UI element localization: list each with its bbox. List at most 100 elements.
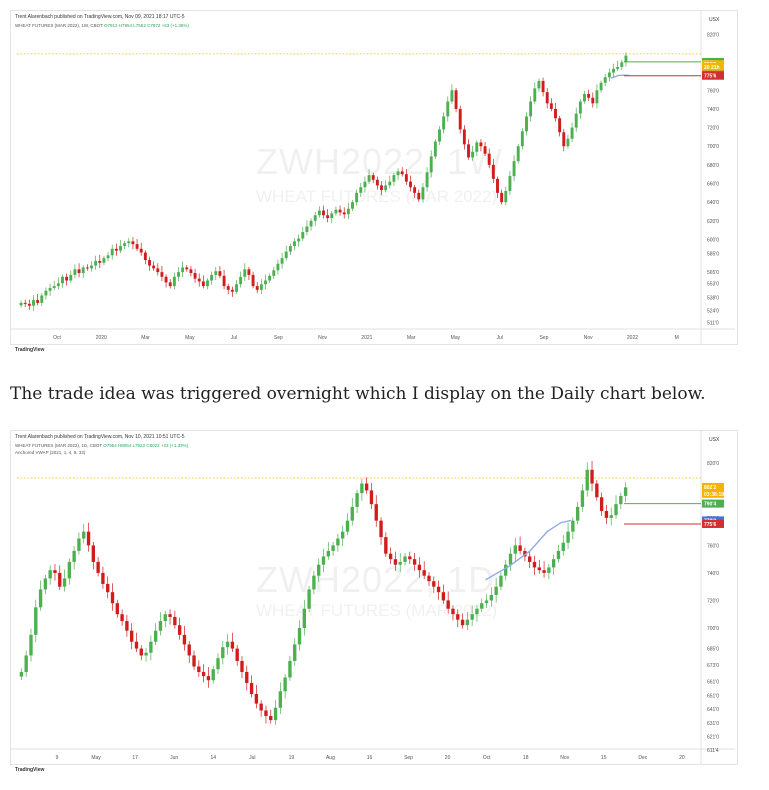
candle-body bbox=[125, 621, 129, 631]
candle-body bbox=[330, 213, 334, 219]
candle-body bbox=[307, 589, 311, 609]
candle-body bbox=[214, 271, 218, 275]
candle-body bbox=[380, 185, 383, 191]
x-tick-label: 16 bbox=[367, 755, 373, 761]
candle-body bbox=[158, 621, 163, 631]
candle-body bbox=[172, 276, 176, 287]
candle-body bbox=[264, 280, 267, 285]
candle-body bbox=[571, 520, 575, 532]
candle-body bbox=[421, 187, 425, 200]
weekly-chart-plot: USX820'0790'0760'0740'0720'0700'0680'066… bbox=[11, 11, 735, 344]
candle-body bbox=[590, 469, 594, 484]
candle-body bbox=[106, 583, 110, 593]
watermark-name: WHEAT FUTURES (MAR 2022) bbox=[256, 187, 498, 206]
candle-body bbox=[153, 630, 158, 642]
candle-body bbox=[288, 660, 292, 678]
candle-body bbox=[72, 550, 76, 562]
candle-body bbox=[322, 210, 325, 216]
candle-body bbox=[53, 570, 57, 573]
candle-body bbox=[508, 176, 512, 191]
candle-body bbox=[392, 175, 396, 182]
candle-body bbox=[446, 600, 450, 609]
candle-body bbox=[148, 259, 151, 266]
candle-body bbox=[494, 586, 498, 595]
candle-body bbox=[222, 275, 226, 287]
daily-chart[interactable]: Trent Alarenbach published on TradingVie… bbox=[10, 430, 738, 773]
candle-body bbox=[561, 542, 565, 551]
candle-body bbox=[197, 278, 201, 282]
candle-body bbox=[135, 244, 139, 249]
candle-body bbox=[554, 108, 557, 119]
candle-body bbox=[288, 246, 292, 252]
candle-body bbox=[499, 575, 503, 587]
price-label-box bbox=[702, 62, 724, 71]
candle-body bbox=[309, 220, 313, 227]
candle-body bbox=[243, 269, 247, 277]
y-tick-label: 651'0 bbox=[707, 693, 719, 699]
candle-body bbox=[173, 616, 177, 626]
candle-body bbox=[520, 131, 524, 147]
watermark-name: WHEAT FUTURES (MAR 2022) bbox=[256, 601, 498, 620]
candle-body bbox=[359, 187, 363, 193]
candle-body bbox=[144, 652, 148, 656]
candle-body bbox=[379, 520, 383, 538]
candle-body bbox=[462, 129, 466, 145]
candle-body bbox=[283, 677, 287, 692]
candle-body bbox=[27, 303, 31, 306]
candle-body bbox=[302, 608, 306, 628]
price-label-box bbox=[702, 482, 724, 491]
candle-body bbox=[518, 545, 522, 551]
candle-body bbox=[110, 592, 115, 604]
candle-body bbox=[301, 232, 305, 239]
y-tick-label: 740'0 bbox=[707, 571, 719, 577]
candle-body bbox=[24, 655, 28, 672]
candle-body bbox=[355, 192, 359, 203]
candle-body bbox=[120, 614, 124, 622]
candle-body bbox=[280, 258, 284, 264]
x-tick-label: 9 bbox=[56, 755, 59, 761]
candle-body bbox=[326, 215, 330, 219]
ohlc-line: O7954 H8054 L7922 C8022 +23 (+1.33%) bbox=[103, 443, 189, 448]
candle-body bbox=[619, 495, 623, 505]
candle-body bbox=[363, 181, 367, 188]
candle-body bbox=[542, 570, 546, 573]
candle-body bbox=[206, 280, 209, 287]
candle-body bbox=[164, 276, 168, 283]
price-label-box bbox=[702, 489, 724, 498]
watermark-symbol: ZWH2022, 1D bbox=[256, 559, 496, 600]
candle-body bbox=[465, 619, 470, 626]
candle-body bbox=[98, 260, 102, 263]
candle-body bbox=[216, 658, 220, 670]
price-label-box bbox=[702, 71, 724, 80]
candle-body bbox=[612, 68, 615, 73]
candle-body bbox=[566, 531, 570, 543]
watermark-symbol: ZWH2022, 1W bbox=[256, 141, 504, 182]
candle-body bbox=[134, 641, 139, 649]
y-tick-label: 660'0 bbox=[707, 182, 719, 188]
y-tick-label: 631'0 bbox=[707, 721, 719, 727]
candle-body bbox=[451, 608, 455, 615]
candle-body bbox=[235, 648, 239, 661]
candle-body bbox=[537, 567, 541, 571]
candle-body bbox=[500, 192, 504, 203]
candle-body bbox=[516, 146, 520, 162]
candle-body bbox=[73, 269, 77, 275]
x-tick-label: 15 bbox=[601, 755, 607, 761]
weekly-chart[interactable]: Trent Alarenbach published on TradingVie… bbox=[10, 10, 738, 353]
published-by: Trent Alarenbach published on TradingVie… bbox=[15, 434, 185, 440]
candle-body bbox=[163, 614, 167, 622]
candle-body bbox=[77, 269, 81, 274]
candle-body bbox=[623, 487, 628, 496]
candle-body bbox=[404, 174, 408, 182]
symbol-line: WHEAT FUTURES (MAR 2022), 1D, CBOT bbox=[15, 443, 103, 448]
candle-body bbox=[525, 116, 528, 132]
candle-body bbox=[475, 142, 479, 152]
candle-body bbox=[425, 172, 429, 188]
y-tick-label: 685'0 bbox=[707, 647, 719, 653]
candle-body bbox=[336, 538, 340, 546]
candle-body bbox=[566, 138, 570, 147]
candle-body bbox=[77, 538, 81, 551]
candle-body bbox=[131, 241, 135, 245]
y-tick-label: 553'0 bbox=[707, 281, 719, 287]
symbol-info: WHEAT FUTURES (MAR 2022), 1D, CBOT O7954… bbox=[15, 443, 188, 448]
